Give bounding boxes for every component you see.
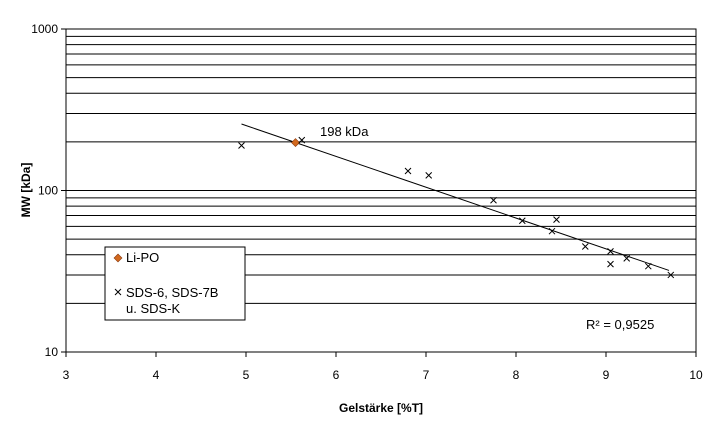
legend-x-marker bbox=[114, 288, 122, 296]
y-tick-label: 10 bbox=[45, 345, 59, 359]
x-tick-label: 8 bbox=[513, 368, 520, 382]
data-point-sds bbox=[518, 217, 526, 225]
data-point-sds bbox=[623, 255, 631, 262]
data-point-sds bbox=[607, 260, 614, 268]
data-point-sds bbox=[425, 172, 433, 179]
data-point-li-po bbox=[291, 138, 300, 148]
y-tick-label: 1000 bbox=[31, 22, 58, 36]
legend-box bbox=[104, 246, 246, 321]
trendline bbox=[241, 123, 670, 271]
y-tick-label: 100 bbox=[38, 184, 58, 198]
data-point-sds bbox=[667, 271, 675, 279]
legend: Li-PO SDS-6, SDS-7B u. SDS-K bbox=[104, 246, 246, 321]
legend-label-sds-1: SDS-6, SDS-7B bbox=[126, 285, 218, 300]
data-point-sds bbox=[238, 142, 245, 149]
x-tick-label: 6 bbox=[333, 368, 340, 382]
y-axis-ticks: 10 100 1000 bbox=[31, 22, 66, 359]
r-squared-label: R² = 0,9525 bbox=[586, 317, 654, 332]
x-tick-label: 3 bbox=[63, 368, 70, 382]
y-axis-title: MW [kDa] bbox=[19, 163, 33, 218]
x-tick-label: 9 bbox=[603, 368, 610, 382]
x-tick-label: 5 bbox=[243, 368, 250, 382]
x-axis-title: Gelstärke [%T] bbox=[339, 401, 423, 415]
x-axis-ticks: 3 4 5 6 7 8 9 10 bbox=[63, 352, 703, 382]
data-point-sds bbox=[404, 167, 412, 175]
data-points bbox=[238, 136, 675, 279]
x-tick-label: 10 bbox=[689, 368, 703, 382]
x-tick-label: 4 bbox=[153, 368, 160, 382]
data-point-sds bbox=[548, 227, 556, 235]
data-point-sds bbox=[553, 216, 560, 223]
gridlines bbox=[66, 35, 696, 304]
data-point-sds bbox=[581, 243, 589, 250]
legend-label-sds-2: u. SDS-K bbox=[126, 301, 181, 316]
data-point-sds bbox=[644, 262, 652, 270]
legend-label-li-po: Li-PO bbox=[126, 250, 159, 265]
data-point-sds bbox=[607, 247, 614, 255]
x-tick-label: 7 bbox=[423, 368, 430, 382]
legend-diamond-marker bbox=[113, 253, 123, 263]
point-annotation: 198 kDa bbox=[320, 124, 369, 139]
data-point-sds bbox=[298, 136, 306, 144]
data-point-sds bbox=[490, 196, 497, 204]
